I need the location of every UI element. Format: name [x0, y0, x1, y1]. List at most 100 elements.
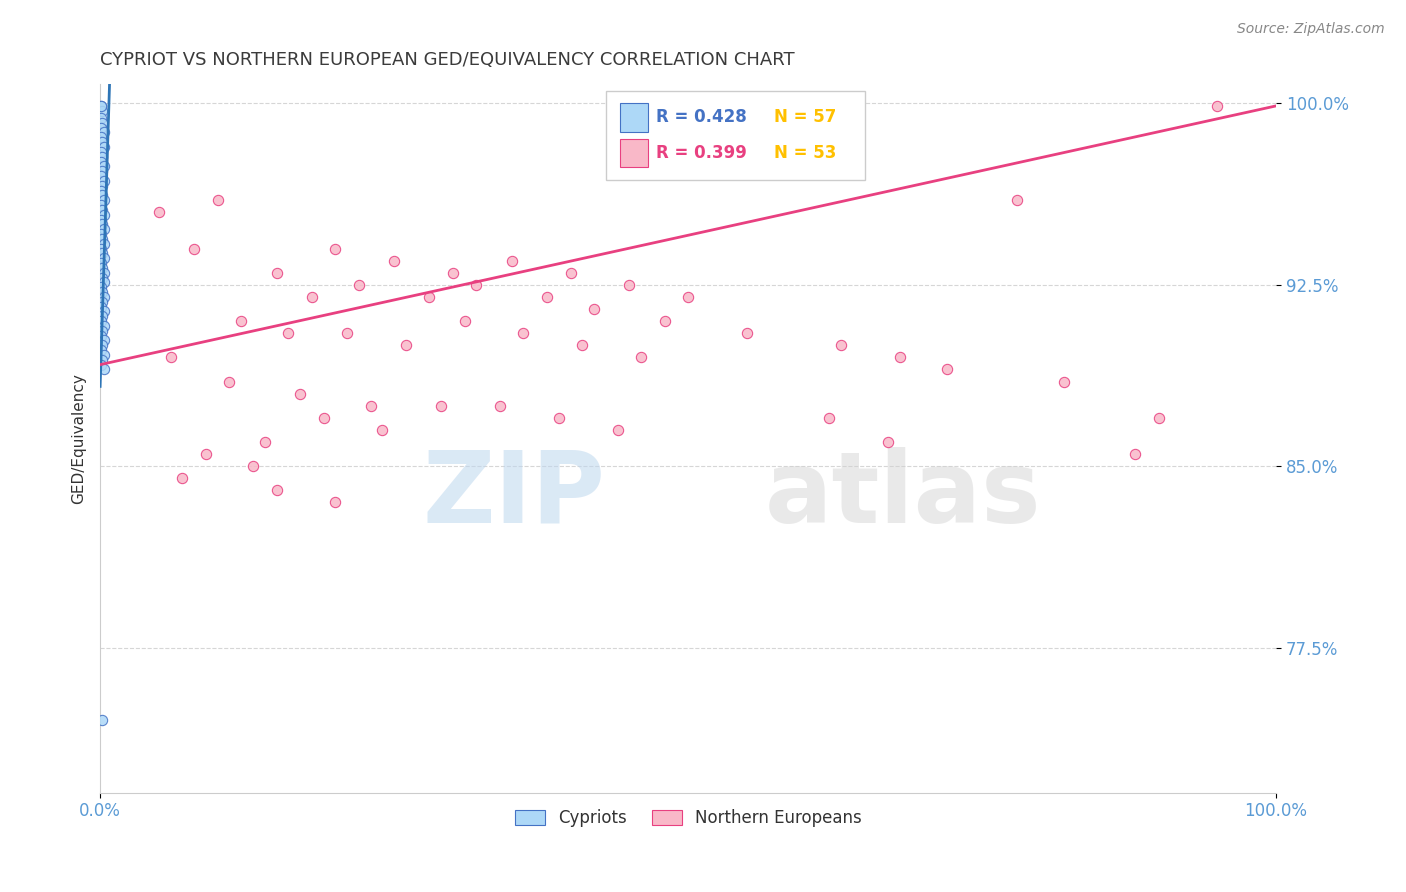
Text: CYPRIOT VS NORTHERN EUROPEAN GED/EQUIVALENCY CORRELATION CHART: CYPRIOT VS NORTHERN EUROPEAN GED/EQUIVAL…	[100, 51, 794, 69]
Point	[90, 145, 112, 159]
Point	[91, 164, 114, 178]
Point	[606, 423, 628, 437]
Text: atlas: atlas	[765, 447, 1042, 543]
FancyBboxPatch shape	[620, 103, 648, 132]
Point	[90, 99, 112, 113]
Text: R = 0.399: R = 0.399	[657, 144, 747, 161]
Text: ZIP: ZIP	[423, 447, 606, 543]
Text: Source: ZipAtlas.com: Source: ZipAtlas.com	[1237, 22, 1385, 37]
Point	[266, 483, 288, 498]
Point	[347, 277, 370, 292]
Point	[91, 352, 114, 367]
Point	[560, 266, 582, 280]
Point	[935, 362, 957, 376]
Point	[1053, 375, 1076, 389]
Point	[91, 294, 114, 309]
Point	[90, 358, 112, 372]
Point	[93, 222, 115, 236]
Point	[93, 193, 115, 207]
Point	[501, 253, 523, 268]
Point	[90, 169, 112, 183]
Point	[159, 351, 181, 365]
Point	[288, 386, 311, 401]
Point	[93, 290, 115, 304]
Point	[91, 150, 114, 164]
Point	[571, 338, 593, 352]
Point	[90, 314, 112, 328]
Point	[676, 290, 699, 304]
Point	[90, 99, 112, 113]
Point	[418, 290, 440, 304]
Point	[336, 326, 359, 341]
Point	[91, 103, 114, 118]
Point	[323, 242, 346, 256]
Point	[453, 314, 475, 328]
Point	[90, 227, 112, 241]
Point	[90, 198, 112, 212]
Point	[371, 423, 394, 437]
Point	[90, 154, 112, 169]
Point	[93, 276, 115, 290]
Point	[148, 205, 170, 219]
Point	[91, 270, 114, 285]
Point	[301, 290, 323, 304]
Point	[90, 256, 112, 270]
Point	[583, 301, 606, 316]
Text: R = 0.428: R = 0.428	[657, 109, 747, 127]
Point	[312, 410, 335, 425]
Point	[91, 135, 114, 149]
Point	[547, 410, 569, 425]
Point	[90, 212, 112, 227]
Point	[93, 140, 115, 154]
Point	[93, 126, 115, 140]
Point	[91, 260, 114, 275]
Point	[93, 174, 115, 188]
Point	[91, 232, 114, 246]
Point	[172, 471, 194, 485]
Point	[277, 326, 299, 341]
Point	[90, 111, 112, 125]
Point	[90, 343, 112, 358]
Point	[489, 399, 512, 413]
FancyBboxPatch shape	[606, 91, 865, 180]
Point	[91, 188, 114, 202]
Point	[207, 193, 229, 207]
Point	[91, 218, 114, 232]
Point	[90, 242, 112, 256]
Point	[1206, 99, 1229, 113]
Point	[735, 326, 758, 341]
Text: N = 57: N = 57	[773, 109, 837, 127]
Text: N = 53: N = 53	[773, 144, 837, 161]
Point	[91, 285, 114, 299]
Point	[90, 280, 112, 294]
Point	[441, 266, 464, 280]
Point	[1007, 193, 1029, 207]
Point	[360, 399, 382, 413]
Point	[1147, 410, 1170, 425]
Point	[465, 277, 488, 292]
Point	[93, 159, 115, 173]
Point	[93, 252, 115, 266]
Point	[619, 277, 641, 292]
Legend: Cypriots, Northern Europeans: Cypriots, Northern Europeans	[508, 803, 869, 834]
Point	[218, 375, 240, 389]
Point	[91, 310, 114, 324]
Point	[194, 447, 217, 461]
Point	[91, 178, 114, 193]
Point	[93, 362, 115, 376]
Point	[93, 266, 115, 280]
Point	[93, 348, 115, 362]
Point	[93, 208, 115, 222]
Point	[91, 324, 114, 338]
Point	[323, 495, 346, 509]
Point	[889, 351, 911, 365]
Point	[90, 120, 112, 135]
Point	[818, 410, 841, 425]
Point	[382, 253, 405, 268]
Point	[91, 713, 114, 727]
Point	[630, 351, 652, 365]
Point	[536, 290, 558, 304]
Point	[90, 184, 112, 198]
Point	[430, 399, 453, 413]
Y-axis label: GED/Equivalency: GED/Equivalency	[72, 373, 86, 504]
